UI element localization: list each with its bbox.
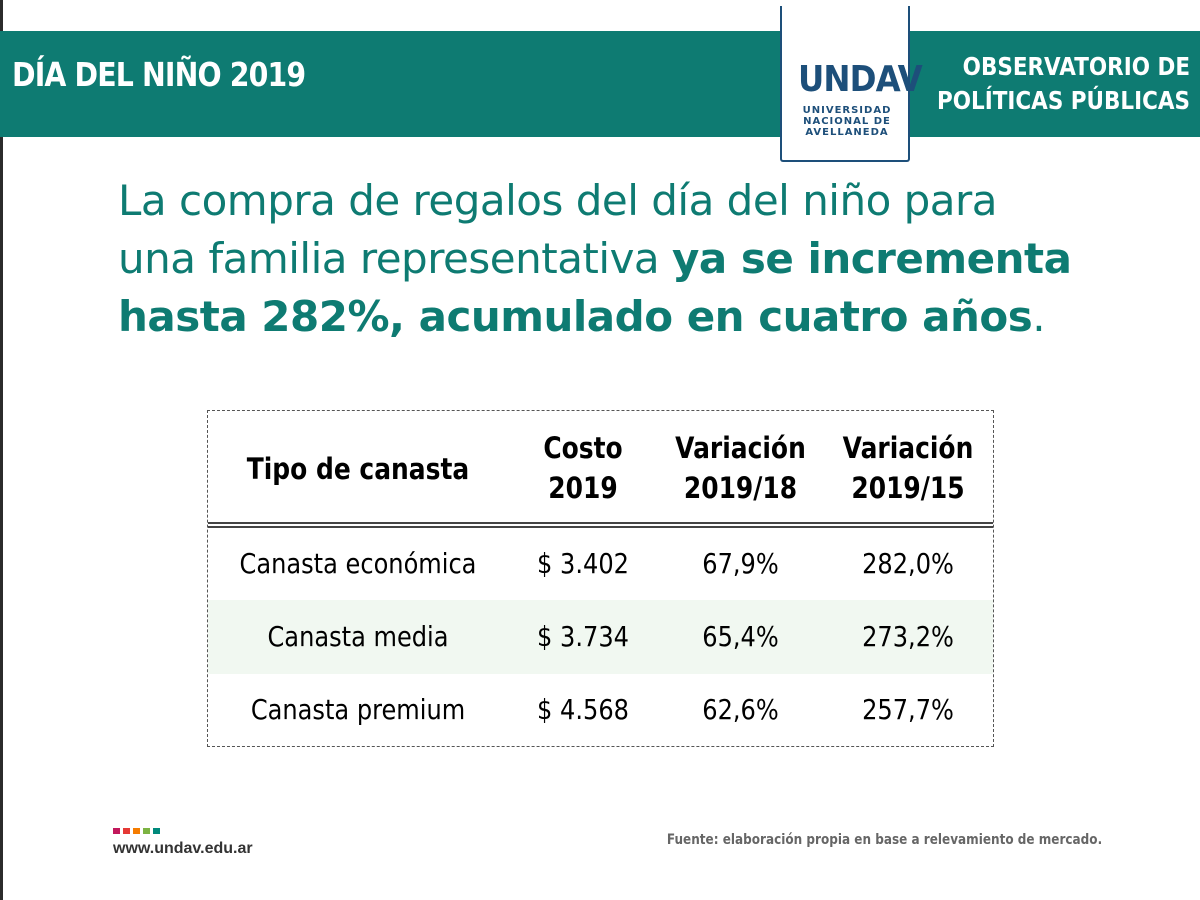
logo-line-3: AVELLANEDA: [805, 127, 889, 138]
logo-line-2: NACIONAL DE: [803, 116, 891, 127]
website-url: www.undav.edu.ar: [113, 840, 253, 857]
source-note: Fuente: elaboración propia en base a rel…: [666, 832, 1102, 848]
color-dot: [153, 828, 160, 834]
header-variacion-15-line-2: 2019/15: [851, 471, 965, 505]
observatorio-line-1: OBSERVATORIO DE: [962, 52, 1190, 81]
undav-logo: UNDAV UNIVERSIDAD NACIONAL DE AVELLANEDA: [780, 6, 923, 162]
header-divider-double: [208, 526, 993, 528]
logo-line-1: UNIVERSIDAD: [802, 105, 892, 116]
header-variacion-18-line-2: 2019/18: [683, 471, 798, 505]
header-tipo-text: Tipo de canasta: [246, 452, 470, 486]
slide-title: DÍA DEL NIÑO 2019: [12, 55, 306, 94]
header-costo: Costo 2019: [519, 428, 648, 508]
cell-variacion-15: 257,7%: [862, 693, 954, 726]
cell-variacion-15: 282,0%: [862, 547, 954, 580]
cell-tipo: Canasta económica: [239, 547, 477, 580]
observatorio-label: OBSERVATORIO DE POLÍTICAS PÚBLICAS: [932, 50, 1190, 118]
cell-variacion-18: 62,6%: [702, 693, 779, 726]
cell-costo: $ 3.402: [537, 547, 629, 580]
cell-costo: $ 4.568: [537, 693, 629, 726]
header-divider: [208, 522, 993, 524]
headline-line-2: una familia representativa ya se increme…: [118, 230, 1158, 288]
header-costo-line-1: Costo: [543, 431, 623, 465]
header-variacion-15: Variación 2019/15: [835, 428, 981, 508]
headline-line-3-bold: hasta 282%, acumulado en cuatro años: [118, 292, 1033, 341]
header-variacion-15-line-1: Variación: [842, 431, 974, 465]
observatorio-line-2: POLÍTICAS PÚBLICAS: [936, 86, 1190, 115]
headline-line-3-end: .: [1032, 292, 1046, 341]
cell-costo: $ 3.734: [537, 620, 629, 653]
cell-tipo: Canasta media: [267, 620, 449, 653]
table-header-row: Tipo de canasta Costo 2019 Variación 201…: [208, 411, 993, 523]
table-row: Canasta premium $ 4.568 62,6% 257,7%: [208, 673, 993, 747]
color-dot: [113, 828, 120, 834]
color-dot: [133, 828, 140, 834]
header-variacion-18-line-1: Variación: [675, 431, 806, 465]
headline-line-3: hasta 282%, acumulado en cuatro años.: [118, 288, 1158, 346]
headline-line-2-bold: ya se incrementa: [672, 234, 1072, 283]
left-border: [0, 0, 3, 900]
color-dot: [123, 828, 130, 834]
table-row: Canasta económica $ 3.402 67,9% 282,0%: [208, 527, 993, 601]
canasta-table: Tipo de canasta Costo 2019 Variación 201…: [207, 410, 994, 747]
cell-variacion-18: 67,9%: [702, 547, 779, 580]
header-band: [0, 31, 1200, 137]
headline-line-1: La compra de regalos del día del niño pa…: [118, 176, 998, 225]
header-costo-line-2: 2019: [548, 471, 618, 505]
header-variacion-18: Variación 2019/18: [670, 428, 812, 508]
brand-color-dots: [113, 828, 160, 834]
cell-variacion-15: 273,2%: [862, 620, 954, 653]
table-row: Canasta media $ 3.734 65,4% 273,2%: [208, 600, 993, 674]
headline: La compra de regalos del día del niño pa…: [118, 172, 1158, 346]
cell-tipo: Canasta premium: [250, 693, 466, 726]
undav-logo-text: UNIVERSIDAD NACIONAL DE AVELLANEDA: [792, 105, 902, 138]
color-dot: [143, 828, 150, 834]
headline-line-2-normal: una familia representativa: [118, 234, 673, 283]
cell-variacion-18: 65,4%: [702, 620, 779, 653]
undav-logo-mark: UNDAV: [798, 59, 923, 100]
header-tipo: Tipo de canasta: [229, 449, 487, 489]
